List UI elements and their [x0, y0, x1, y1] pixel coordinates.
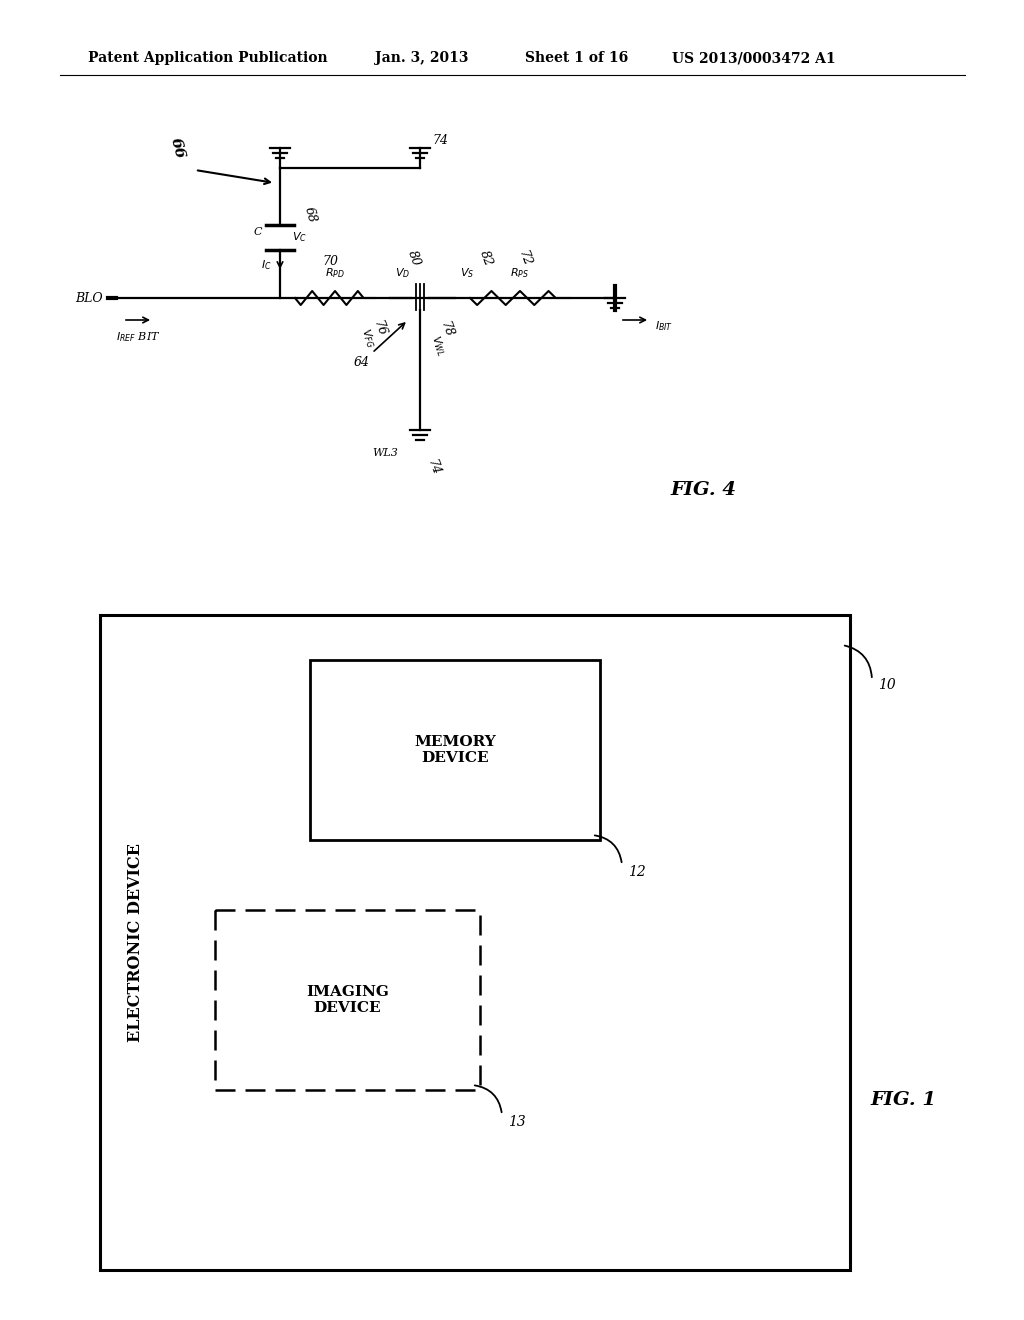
Text: 76: 76 — [371, 318, 388, 338]
Text: 12: 12 — [628, 865, 646, 879]
Bar — [215, 909, 480, 1090]
Text: $V_D$: $V_D$ — [395, 267, 411, 280]
Text: $I_{BIT}$: $I_{BIT}$ — [655, 319, 673, 333]
Text: 74: 74 — [425, 458, 442, 478]
Text: $I_C$: $I_C$ — [261, 259, 272, 272]
Text: 64: 64 — [354, 356, 370, 370]
Bar — [100, 615, 850, 1270]
Text: $V_{FG}$: $V_{FG}$ — [358, 326, 378, 350]
Text: $V_C$: $V_C$ — [292, 230, 307, 244]
Text: 78: 78 — [438, 319, 456, 339]
Text: 80: 80 — [406, 248, 423, 268]
Text: 66: 66 — [168, 136, 187, 160]
Text: 72: 72 — [516, 248, 534, 268]
Text: 13: 13 — [508, 1115, 525, 1129]
Text: $V_S$: $V_S$ — [460, 267, 474, 280]
Text: IMAGING
DEVICE: IMAGING DEVICE — [306, 985, 389, 1015]
Text: Patent Application Publication: Patent Application Publication — [88, 51, 328, 65]
Text: Jan. 3, 2013: Jan. 3, 2013 — [375, 51, 469, 65]
Text: 10: 10 — [878, 678, 896, 692]
Text: FIG. 1: FIG. 1 — [870, 1092, 936, 1109]
Text: 74: 74 — [432, 133, 449, 147]
Bar — [310, 660, 600, 840]
Text: WL3: WL3 — [372, 447, 398, 458]
Text: MEMORY
DEVICE: MEMORY DEVICE — [414, 735, 496, 766]
Text: 70: 70 — [322, 255, 338, 268]
Text: $V_{WL}$: $V_{WL}$ — [428, 333, 449, 358]
Text: $R_{PD}$: $R_{PD}$ — [325, 267, 345, 280]
Text: FIG. 4: FIG. 4 — [670, 480, 736, 499]
Text: 82: 82 — [477, 248, 495, 268]
Text: C: C — [254, 227, 262, 238]
Text: $I_{REF}$ BIT: $I_{REF}$ BIT — [116, 330, 161, 343]
Text: BLO: BLO — [76, 292, 103, 305]
Text: Sheet 1 of 16: Sheet 1 of 16 — [525, 51, 629, 65]
Text: $R_{PS}$: $R_{PS}$ — [510, 267, 529, 280]
Text: US 2013/0003472 A1: US 2013/0003472 A1 — [672, 51, 836, 65]
Text: 68: 68 — [302, 206, 318, 224]
Text: ELECTRONIC DEVICE: ELECTRONIC DEVICE — [127, 843, 143, 1041]
